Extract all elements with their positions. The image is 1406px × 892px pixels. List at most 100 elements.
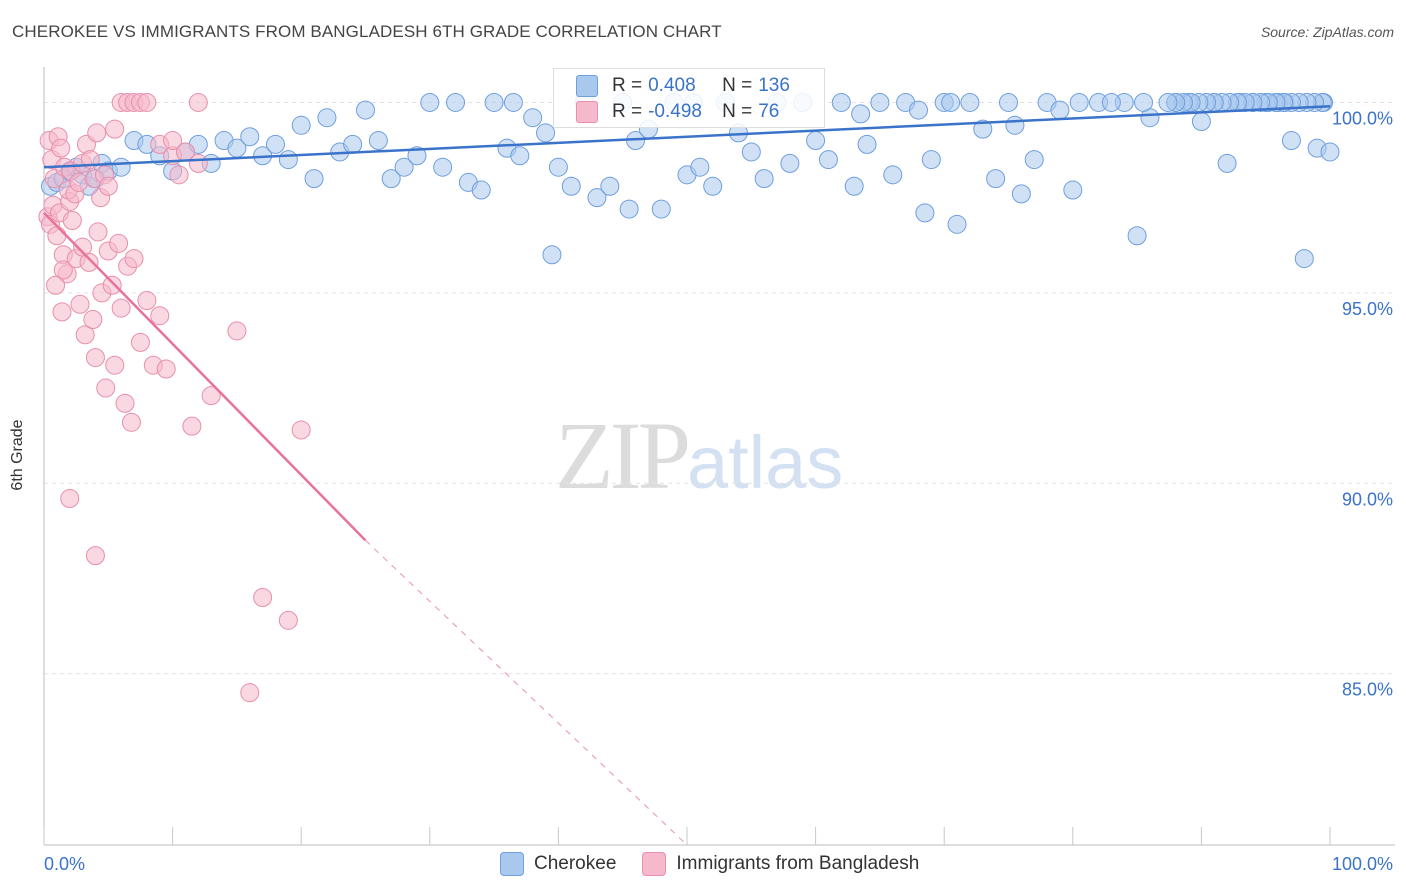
cherokee-point <box>1127 226 1147 246</box>
y-tick-label: 100.0% <box>1332 108 1393 128</box>
y-axis-label: 6th Grade <box>9 419 26 491</box>
legend-item-cherokee[interactable]: Cherokee <box>500 852 616 876</box>
cherokee-point <box>356 100 375 120</box>
watermark: ZIPatlas <box>555 400 843 511</box>
cherokee-point <box>1069 92 1089 112</box>
cherokee-point <box>1024 150 1044 170</box>
bangladesh-point <box>96 378 116 398</box>
cherokee-point <box>690 157 710 177</box>
cherokee-point <box>1101 92 1121 112</box>
bangladesh-point <box>130 332 150 352</box>
cherokee-point <box>703 176 723 196</box>
cherokee-point <box>265 134 285 154</box>
cherokee-point <box>941 92 961 112</box>
cherokee-point <box>1063 180 1083 200</box>
bangladesh-point <box>87 123 107 143</box>
bangladesh-point <box>70 294 90 314</box>
bangladesh-point <box>124 249 144 269</box>
bangladesh-point <box>115 393 135 413</box>
cherokee-point <box>831 92 851 112</box>
bangladesh-point <box>291 420 311 440</box>
legend-n-value: 76 <box>758 101 780 122</box>
cherokee-point <box>844 176 864 196</box>
legend-r-value: 0.408 <box>648 75 696 96</box>
bangladesh-trendline-extension <box>365 539 688 846</box>
cherokee-point <box>1281 131 1301 151</box>
cherokee-point <box>394 157 414 177</box>
legend-swatch-bangladesh <box>576 101 598 123</box>
bangladesh-point <box>227 321 247 341</box>
bangladesh-point <box>156 359 176 379</box>
cherokee-point <box>536 123 556 143</box>
cherokee-point <box>278 150 298 170</box>
legend-row-bangladesh: R = -0.498 N = 76 <box>576 99 779 125</box>
bangladesh-point <box>182 416 202 436</box>
bangladesh-point <box>188 153 208 173</box>
cherokee-point <box>548 157 568 177</box>
cherokee-point <box>915 203 935 223</box>
bangladesh-point <box>109 233 129 253</box>
cherokee-point <box>304 169 324 189</box>
cherokee-point <box>1050 100 1070 120</box>
x-tick-label: 0.0% <box>44 854 85 874</box>
bangladesh-point <box>169 165 189 185</box>
bangladesh-point <box>137 290 157 310</box>
y-tick-label: 90.0% <box>1342 489 1393 509</box>
cherokee-point <box>999 92 1018 112</box>
cherokee-point <box>908 100 928 120</box>
legend-label-cherokee: Cherokee <box>534 853 617 874</box>
bangladesh-point <box>253 587 273 607</box>
cherokee-point <box>1217 153 1237 173</box>
bangladesh-point <box>137 92 157 112</box>
cherokee-point <box>973 119 993 139</box>
bangladesh-point <box>52 302 72 322</box>
cherokee-point <box>960 92 980 112</box>
cherokee-point <box>381 169 401 189</box>
legend-label-bangladesh: Immigrants from Bangladesh <box>676 853 920 874</box>
bangladesh-point <box>85 348 105 368</box>
x-tick-label: 100.0% <box>1332 854 1393 874</box>
cherokee-point <box>484 92 504 112</box>
cherokee-point <box>986 169 1006 189</box>
bangladesh-point <box>79 252 99 272</box>
cherokee-point <box>471 180 491 200</box>
series-legend: Cherokee Immigrants from Bangladesh <box>500 852 945 876</box>
cherokee-point <box>818 150 838 170</box>
bangladesh-point <box>88 222 108 242</box>
legend-n-value: 136 <box>758 75 790 96</box>
bangladesh-trendline <box>43 212 367 542</box>
cherokee-point <box>921 150 941 170</box>
cherokee-point <box>446 92 466 112</box>
bangladesh-point <box>188 92 208 112</box>
bangladesh-point <box>62 211 82 231</box>
legend-n-label: N = <box>722 101 753 122</box>
chart-title: CHEROKEE VS IMMIGRANTS FROM BANGLADESH 6… <box>12 22 722 41</box>
cherokee-point <box>240 127 260 147</box>
bangladesh-point <box>105 355 125 375</box>
cherokee-point <box>503 92 523 112</box>
bangladesh-point <box>46 275 66 295</box>
cherokee-point <box>870 92 890 112</box>
cherokee-point <box>561 176 581 196</box>
bangladesh-point <box>47 226 67 246</box>
cherokee-point <box>1191 112 1211 132</box>
cherokee-point <box>587 188 607 208</box>
stats-legend: R = 0.408 N = 136 R = -0.498 N = 76 <box>553 68 825 128</box>
cherokee-point <box>600 176 620 196</box>
legend-item-bangladesh[interactable]: Immigrants from Bangladesh <box>642 852 919 876</box>
cherokee-point <box>851 104 871 124</box>
y-tick-label: 85.0% <box>1342 680 1393 700</box>
cherokee-point <box>806 131 826 151</box>
cherokee-point <box>523 108 543 128</box>
cherokee-point <box>368 131 388 151</box>
bangladesh-point <box>150 306 170 326</box>
watermark-zip: ZIP <box>555 402 691 509</box>
cherokee-point <box>291 115 311 135</box>
cherokee-trendline <box>43 105 1331 169</box>
cherokee-point <box>542 245 562 265</box>
bangladesh-point <box>60 488 80 508</box>
legend-swatch-cherokee <box>576 75 598 97</box>
bangladesh-point <box>278 610 298 630</box>
bangladesh-point <box>53 260 73 280</box>
